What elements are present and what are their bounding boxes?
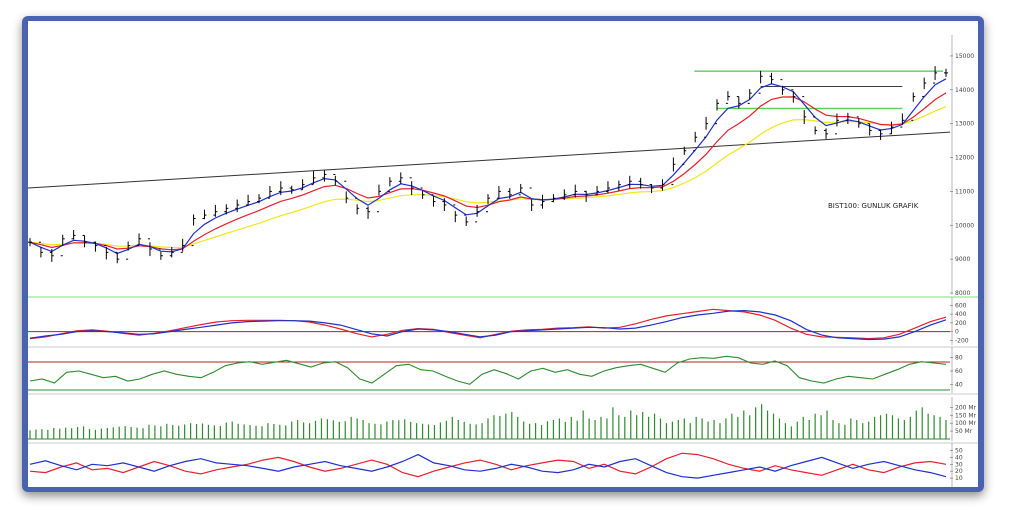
y-tick-label: 100 Mr: [955, 420, 977, 427]
ma-mid-line: [29, 92, 947, 251]
rsi-line: [29, 355, 947, 385]
y-tick-label: 150 Mr: [955, 412, 977, 419]
chart-area: 15000 14000 13000 12000 11000 10000 9000 8000 6…: [28, 21, 978, 487]
price-panel: 15000 14000 13000 12000 11000 10000 9000 8000: [28, 35, 978, 298]
macd-line: [29, 309, 947, 341]
long-term-trendline: [28, 131, 951, 189]
y-tick-label: 10000: [955, 222, 974, 229]
rsi-panel: 80 60 40: [28, 347, 978, 395]
chart-svg: 15000 14000 13000 12000 11000 10000 9000 8000 6…: [28, 35, 978, 487]
y-tick-label: 15000: [955, 53, 974, 60]
y-tick-label: -200: [955, 337, 969, 344]
signal-line: [29, 308, 947, 340]
y-tick-label: 80: [955, 355, 963, 362]
di-plus-line: [29, 453, 947, 479]
y-tick-label: 0: [955, 329, 959, 336]
y-tick-label: 9000: [955, 256, 970, 263]
chart-window-frame: 15000 14000 13000 12000 11000 10000 9000 8000 6…: [22, 16, 984, 492]
ma-slow-line: [29, 105, 947, 249]
y-tick-label: 600: [955, 302, 967, 309]
chart-title: BIST100: GUNLUK GRAFIK: [828, 202, 919, 210]
y-tick-label: 60: [955, 368, 963, 375]
y-tick-label: 13000: [955, 121, 974, 128]
y-tick-label: 40: [955, 454, 963, 461]
y-tick-label: 50 Mr: [955, 428, 973, 435]
y-tick-label: 14000: [955, 87, 974, 94]
y-tick-label: 10: [955, 475, 963, 482]
y-tick-label: 50: [955, 447, 963, 454]
di-minus-line: [29, 452, 947, 478]
y-tick-label: 20: [955, 468, 963, 475]
y-tick-label: 11000: [955, 188, 974, 195]
y-tick-label: 12000: [955, 155, 974, 162]
y-tick-label: 30: [955, 461, 963, 468]
y-tick-label: 400: [955, 311, 967, 318]
macd-panel: 600 400 200 0-200: [28, 297, 978, 348]
y-tick-label: 40: [955, 381, 963, 388]
y-tick-label: 200 Mr: [955, 404, 977, 411]
y-tick-label: 8000: [955, 290, 970, 297]
y-tick-label: 200: [955, 320, 967, 327]
